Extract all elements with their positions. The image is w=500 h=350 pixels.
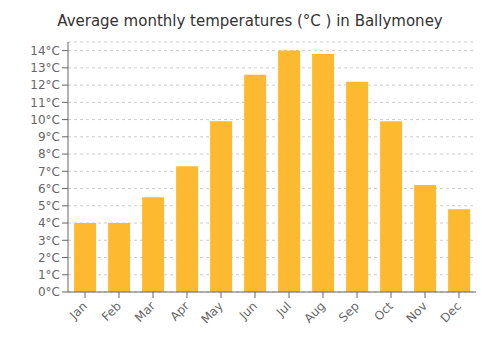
svg-text:Nov: Nov (403, 299, 429, 325)
svg-text:4°C: 4°C (38, 216, 60, 230)
svg-text:6°C: 6°C (38, 182, 60, 196)
html-text:Average monthly temperatures (: Average monthly temperatures (°C ) in Ba… (57, 12, 443, 30)
svg-text:Apr: Apr (167, 299, 192, 324)
svg-text:12°C: 12°C (30, 78, 60, 92)
svg-text:9°C: 9°C (38, 130, 60, 144)
svg-text:Sep: Sep (336, 299, 362, 325)
svg-text:11°C: 11°C (30, 96, 60, 110)
svg-text:2°C: 2°C (38, 251, 60, 265)
svg-text:Jan: Jan (66, 299, 90, 323)
svg-text:5°C: 5°C (38, 199, 60, 213)
svg-text:Aug: Aug (301, 299, 327, 325)
svg-text:3°C: 3°C (38, 234, 60, 248)
svg-text:Oct: Oct (371, 299, 396, 324)
svg-text:Jun: Jun (236, 299, 260, 323)
svg-text:8°C: 8°C (38, 147, 60, 161)
svg-text:Mar: Mar (132, 299, 158, 325)
svg-text:14°C: 14°C (30, 44, 60, 58)
svg-text:0°C: 0°C (38, 285, 60, 299)
svg-text:10°C: 10°C (30, 113, 60, 127)
svg-text:Dec: Dec (438, 299, 464, 325)
svg-text:May: May (199, 299, 226, 326)
svg-text:Feb: Feb (99, 299, 124, 324)
svg-text:Jul: Jul (273, 299, 294, 320)
svg-text:1°C: 1°C (38, 268, 60, 282)
svg-text:7°C: 7°C (38, 165, 60, 179)
svg-text:13°C: 13°C (30, 61, 60, 75)
